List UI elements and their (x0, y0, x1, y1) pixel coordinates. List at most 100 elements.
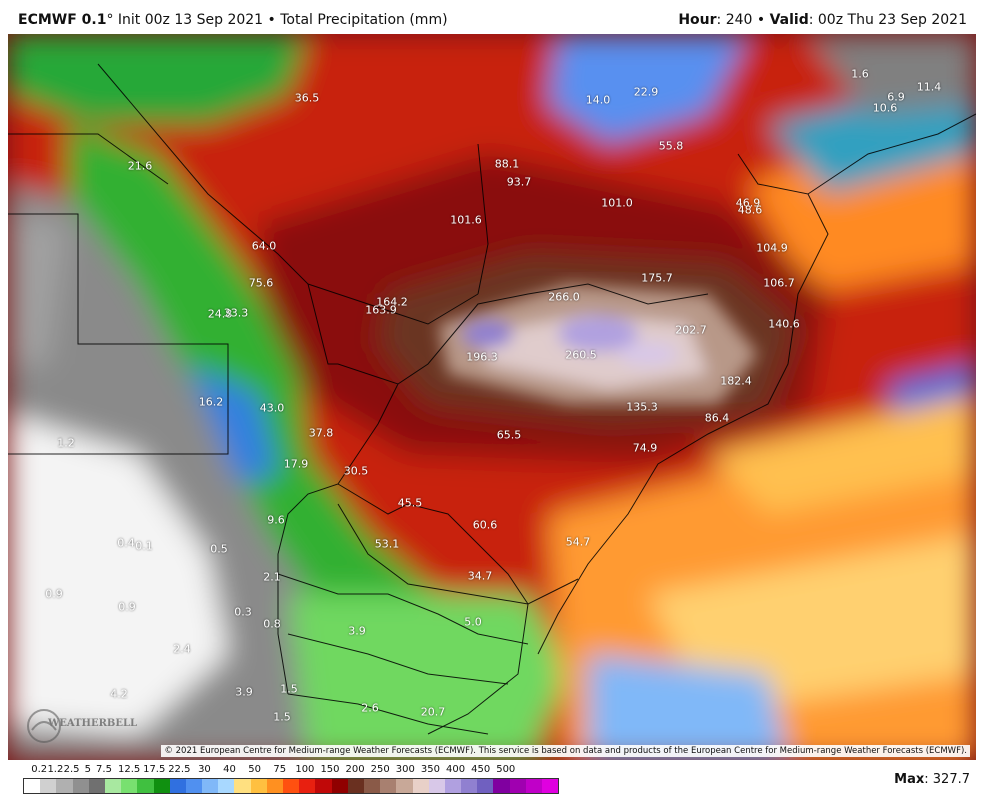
precip-value-label: 135.3 (626, 400, 658, 414)
precip-value-label: 74.9 (632, 441, 658, 455)
precip-value-label: 43.0 (259, 401, 285, 415)
precip-value-label: 34.7 (467, 569, 493, 583)
colorbar-swatch (218, 779, 235, 793)
max-value: Max: 327.7 (894, 772, 970, 787)
colorbar-swatch (412, 779, 429, 793)
map-header: ECMWF 0.1° Init 00z 13 Sep 2021 • Total … (0, 0, 984, 34)
precip-value-label: 33.3 (223, 306, 249, 320)
precip-value-label: 140.6 (768, 317, 800, 331)
precip-value-label: 0.1 (135, 539, 153, 553)
max-label: Max (894, 772, 925, 787)
colorbar-tick-label: 250 (370, 764, 390, 775)
valid-info: Hour: 240 • Valid: 00z Thu 23 Sep 2021 (678, 12, 967, 28)
colorbar-swatch (88, 779, 105, 793)
precip-value-label: 20.7 (420, 705, 446, 719)
precip-value-label: 88.1 (494, 157, 520, 171)
precip-value-label: 0.4 (117, 536, 135, 550)
colorbar-swatch (396, 779, 413, 793)
precip-value-label: 5.0 (464, 615, 482, 629)
precip-value-label: 93.7 (506, 175, 532, 189)
precip-value-label: 101.0 (601, 196, 633, 210)
precip-value-label: 1.2 (57, 436, 75, 450)
weatherbell-logo: WEATHERBELL (26, 708, 137, 744)
precip-value-label: 86.4 (704, 411, 730, 425)
precip-value-label: 54.7 (565, 535, 591, 549)
colorbar-swatch (331, 779, 348, 793)
precip-value-label: 101.6 (450, 213, 482, 227)
precip-value-label: 45.5 (397, 496, 423, 510)
precip-value-label: 65.5 (496, 428, 522, 442)
colorbar-tick-label: 17.5 (143, 764, 166, 775)
colorbar-swatch (153, 779, 170, 793)
colorbar-swatch (444, 779, 462, 793)
precip-value-label: 0.9 (118, 600, 136, 614)
max-number: : 327.7 (924, 772, 970, 787)
precip-value-label: 53.1 (374, 537, 400, 551)
precip-value-label: 30.5 (343, 464, 369, 478)
model-name: ECMWF 0.1 (18, 12, 107, 28)
hour-value: : 240 • (716, 12, 770, 28)
colorbar-tick-label: 300 (395, 764, 415, 775)
precip-value-label: 266.0 (548, 290, 580, 304)
colorbar-tick-label: 30 (198, 764, 211, 775)
colorbar-tick-label: 40 (223, 764, 236, 775)
colorbar-swatch (72, 779, 89, 793)
colorbar-swatch (542, 779, 559, 793)
precip-value-label: 46.9 (735, 196, 761, 210)
precip-value-label: 202.7 (675, 323, 707, 337)
colorbar-swatch (477, 779, 494, 793)
precip-value-label: 2.6 (361, 701, 379, 715)
init-text: ° Init 00z 13 Sep 2021 • Total Precipita… (106, 12, 448, 28)
precip-value-label: 1.6 (851, 67, 869, 81)
colorbar-swatch (24, 779, 41, 793)
colorbar-swatch (234, 779, 251, 793)
colorbar-swatch (56, 779, 73, 793)
precip-value-label: 48.6 (737, 203, 763, 217)
precip-value-label: 175.7 (641, 271, 673, 285)
precip-value-label: 1.5 (280, 682, 298, 696)
colorbar-swatch (121, 779, 138, 793)
precip-value-label: 0.9 (45, 587, 63, 601)
colorbar-swatch (347, 779, 364, 793)
logo-text: WEATHERBELL (48, 718, 138, 729)
colorbar-swatch (283, 779, 300, 793)
colorbar-swatch (299, 779, 316, 793)
precip-value-label: 64.0 (251, 239, 277, 253)
colorbar-ticks: 0.2 1.2 2.5 5 7.5 12.5 17.5 22.5 30 40 50 75 100 150 2… (20, 762, 700, 778)
precip-value-label: 2.4 (173, 642, 191, 656)
colorbar-swatch (315, 779, 332, 793)
precip-value-label: 1.5 (273, 710, 291, 724)
colorbar-swatch (428, 779, 445, 793)
precip-value-label: 3.9 (235, 685, 253, 699)
colorbar-swatch (380, 779, 397, 793)
colorbar-tick-label: 1.2 (47, 764, 64, 775)
colorbar-swatches (23, 778, 560, 794)
precip-value-label: 196.3 (466, 350, 498, 364)
precip-value-label: 0.5 (210, 542, 228, 556)
precip-value-label: 164.2 (376, 295, 408, 309)
precip-value-label: 182.4 (720, 374, 752, 388)
colorbar-swatch (525, 779, 542, 793)
precip-value-label: 21.6 (127, 159, 153, 173)
precip-field (8, 34, 976, 760)
precip-value-label: 75.6 (248, 276, 274, 290)
colorbar-swatch (104, 779, 122, 793)
colorbar-tick-label: 150 (320, 764, 340, 775)
colorbar-tick-label: 50 (248, 764, 262, 775)
precip-value-label: 6.9 (887, 90, 905, 104)
precip-value-label: 106.7 (763, 276, 795, 290)
precip-value-label: 60.6 (472, 518, 498, 532)
precipitation-map[interactable]: 36.5 14.0 22.9 1.6 11.4 6.9 10.6 21.6 88.1 93.7 55… (8, 34, 976, 760)
colorbar-tick-label: 0.2 (31, 764, 48, 775)
colorbar-tick-label: 400 (445, 764, 466, 775)
precip-value-label: 2.1 (263, 570, 281, 584)
valid-value: : 00z Thu 23 Sep 2021 (808, 12, 967, 28)
precip-value-label: 11.4 (916, 80, 942, 94)
precip-value-label: 104.9 (756, 241, 788, 255)
colorbar-swatch (509, 779, 526, 793)
precip-value-label: 4.2 (110, 687, 128, 701)
colorbar-swatch (137, 779, 154, 793)
precip-value-label: 3.9 (348, 624, 366, 638)
precip-value-label: 17.9 (283, 457, 309, 471)
precip-value-label: 0.3 (234, 605, 252, 619)
